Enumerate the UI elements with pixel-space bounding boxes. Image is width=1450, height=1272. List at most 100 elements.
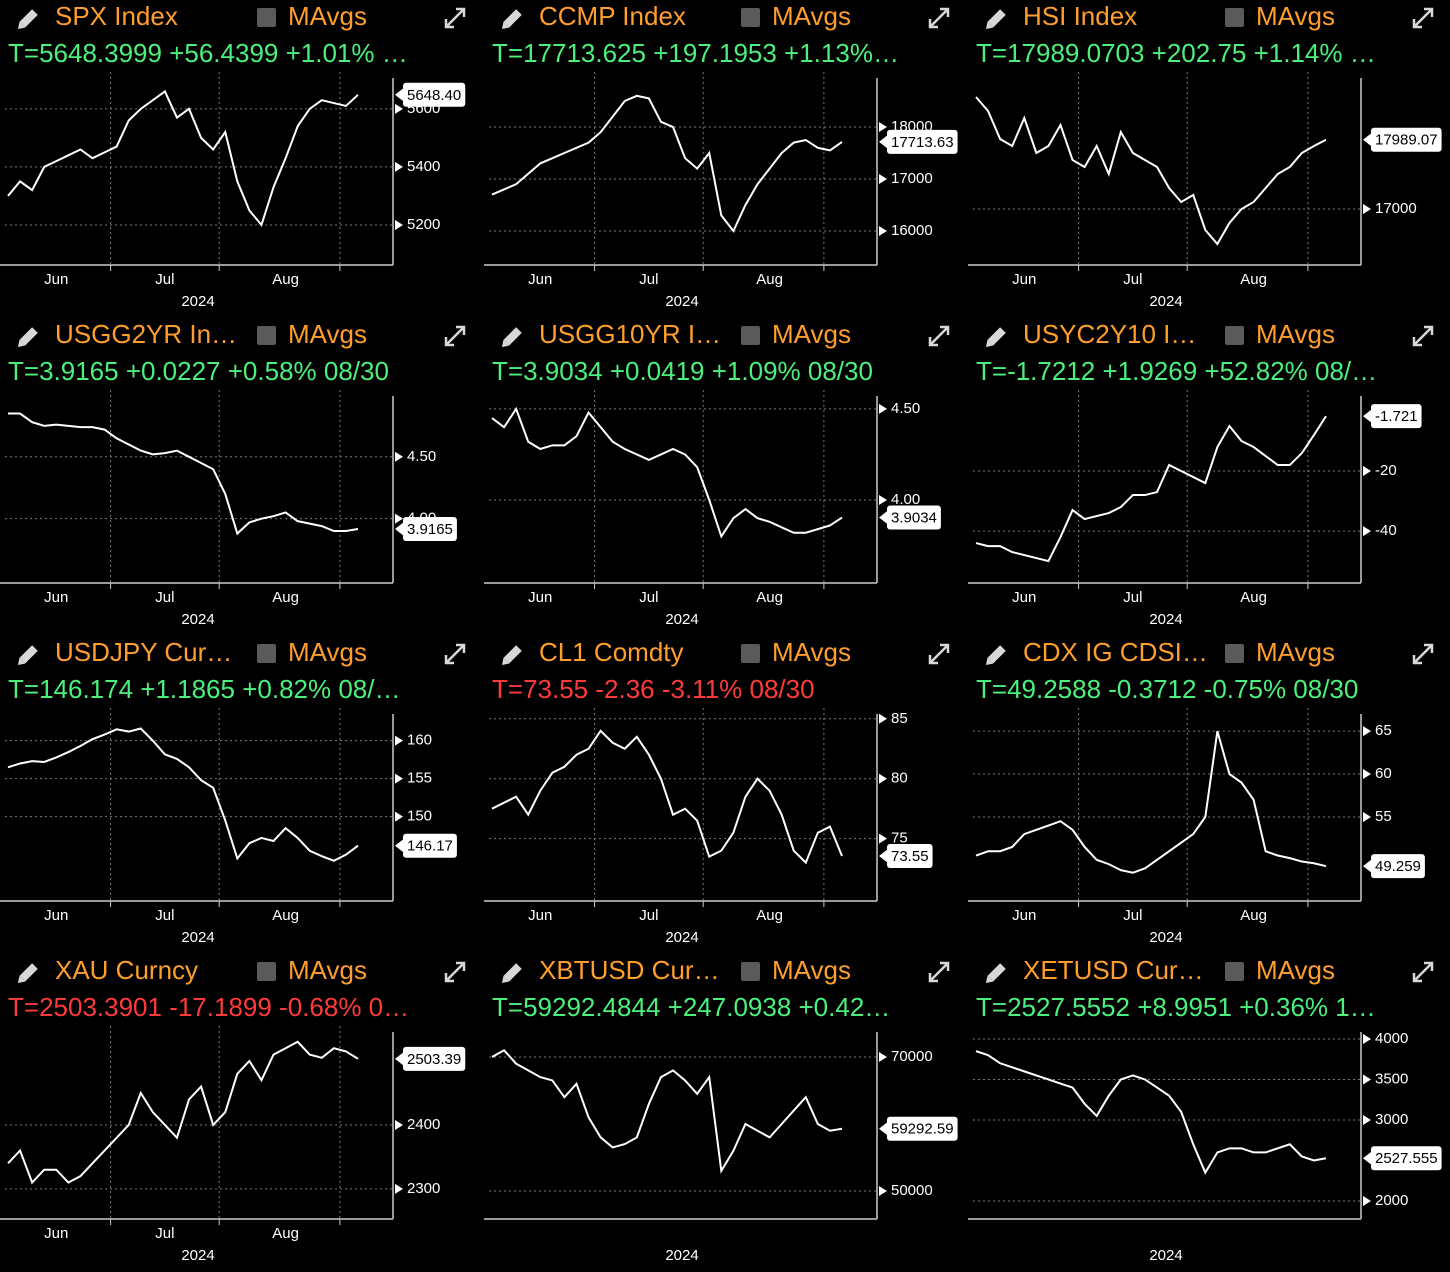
y-tick-marker	[395, 1119, 403, 1130]
edit-icon[interactable]	[15, 9, 38, 32]
expand-icon[interactable]	[1412, 961, 1434, 983]
mavgs-button[interactable]: MAvgs	[1256, 955, 1335, 985]
expand-icon[interactable]	[928, 961, 950, 983]
chart-title: USGG10YR I…	[539, 319, 721, 349]
edit-icon[interactable]	[983, 9, 1006, 32]
edit-icon[interactable]	[983, 963, 1006, 986]
y-tick-label: 17000	[891, 170, 933, 187]
x-axis-year: 2024	[665, 611, 698, 628]
expand-arrow	[1412, 961, 1434, 983]
y-tick-label: 150	[407, 808, 432, 825]
mavgs-checkbox[interactable]	[1225, 8, 1244, 27]
edit-icon[interactable]	[15, 645, 38, 668]
x-tick-label: Jun	[528, 907, 552, 924]
edit-icon[interactable]	[983, 327, 1006, 350]
mavgs-checkbox[interactable]	[257, 8, 276, 27]
mavgs-checkbox[interactable]	[741, 644, 760, 663]
edit-icon[interactable]	[15, 963, 38, 986]
edit-icon[interactable]	[983, 645, 1006, 668]
y-tick-label: 4.50	[407, 448, 436, 465]
edit-icon-body	[503, 645, 522, 664]
x-tick-label: Jun	[528, 271, 552, 288]
last-value-box	[887, 1116, 958, 1141]
edit-icon-body	[987, 645, 1006, 664]
mavgs-button[interactable]: MAvgs	[288, 319, 367, 349]
edit-icon-body	[503, 963, 522, 982]
mavgs-checkbox[interactable]	[257, 326, 276, 345]
y-tick-marker	[395, 161, 403, 172]
mavgs-checkbox[interactable]	[1225, 962, 1244, 981]
x-tick-label: Jun	[1012, 907, 1036, 924]
expand-icon[interactable]	[444, 7, 466, 29]
edit-icon-body	[987, 9, 1006, 28]
x-tick-label: Aug	[756, 907, 783, 924]
mavgs-button[interactable]: MAvgs	[288, 955, 367, 985]
mavgs-checkbox[interactable]	[741, 962, 760, 981]
last-value-label: 2503.39	[407, 1051, 461, 1068]
mavgs-checkbox[interactable]	[1225, 644, 1244, 663]
x-tick-label: Jul	[639, 271, 658, 288]
last-value-label: 59292.59	[891, 1121, 954, 1138]
y-tick-marker	[879, 225, 887, 236]
mavgs-button[interactable]: MAvgs	[288, 1, 367, 31]
expand-arrow	[1412, 643, 1434, 665]
edit-icon[interactable]	[499, 645, 522, 668]
mavgs-checkbox[interactable]	[257, 962, 276, 981]
chart-title: CCMP Index	[539, 1, 686, 31]
mavgs-button[interactable]: MAvgs	[772, 955, 851, 985]
mavgs-checkbox[interactable]	[257, 644, 276, 663]
last-value-pointer	[395, 87, 404, 102]
x-tick-label: Aug	[1240, 271, 1267, 288]
chart-title: USYC2Y10 I…	[1023, 319, 1196, 349]
mavgs-checkbox[interactable]	[741, 8, 760, 27]
expand-icon[interactable]	[1412, 7, 1434, 29]
edit-icon[interactable]	[499, 327, 522, 350]
mavgs-button[interactable]: MAvgs	[288, 637, 367, 667]
edit-icon-tip	[17, 339, 26, 348]
last-value-label: 49.259	[1375, 858, 1421, 875]
edit-icon-tip	[17, 21, 26, 30]
chart-panel: USGG2YR In… MAvgs T=3.9165 +0.0227 +0.58% …	[0, 319, 466, 628]
mavgs-button[interactable]: MAvgs	[772, 637, 851, 667]
expand-icon[interactable]	[928, 643, 950, 665]
y-tick-marker	[1363, 466, 1371, 477]
edit-icon[interactable]	[499, 963, 522, 986]
mavgs-checkbox[interactable]	[1225, 326, 1244, 345]
last-value-pointer	[1363, 132, 1372, 147]
expand-icon[interactable]	[444, 643, 466, 665]
y-tick-label: 5200	[407, 216, 440, 233]
y-tick-label: 2300	[407, 1180, 440, 1197]
x-tick-label: Aug	[272, 1225, 299, 1242]
mavgs-button[interactable]: MAvgs	[772, 1, 851, 31]
y-tick-marker	[1363, 769, 1371, 780]
last-value-box	[1371, 1146, 1442, 1171]
last-value-box	[1371, 127, 1442, 152]
x-tick-label: Jul	[155, 907, 174, 924]
y-tick-label: 75	[891, 830, 908, 847]
y-tick-label: 55	[1375, 808, 1392, 825]
last-value-label: 17713.63	[891, 134, 954, 151]
mavgs-button[interactable]: MAvgs	[1256, 1, 1335, 31]
expand-icon[interactable]	[1412, 325, 1434, 347]
mavgs-button[interactable]: MAvgs	[772, 319, 851, 349]
edit-icon[interactable]	[15, 327, 38, 350]
expand-icon[interactable]	[444, 325, 466, 347]
expand-icon[interactable]	[928, 7, 950, 29]
chart-panel: XBTUSD Cur… MAvgs T=59292.4844 +247.0938 +…	[484, 955, 958, 1264]
expand-icon[interactable]	[1412, 643, 1434, 665]
x-axis-year: 2024	[181, 611, 214, 628]
expand-icon[interactable]	[444, 961, 466, 983]
expand-icon[interactable]	[928, 325, 950, 347]
price-summary: T=3.9034 +0.0419 +1.09% 08/30	[492, 356, 873, 386]
last-value-pointer	[879, 134, 888, 149]
mavgs-button[interactable]: MAvgs	[1256, 319, 1335, 349]
x-axis-year: 2024	[1149, 611, 1182, 628]
x-tick-label: Jul	[639, 589, 658, 606]
mavgs-button[interactable]: MAvgs	[1256, 637, 1335, 667]
price-summary: T=17989.0703 +202.75 +1.14% …	[976, 38, 1376, 68]
edit-icon[interactable]	[499, 9, 522, 32]
y-tick-marker	[1363, 203, 1371, 214]
mavgs-checkbox[interactable]	[741, 326, 760, 345]
